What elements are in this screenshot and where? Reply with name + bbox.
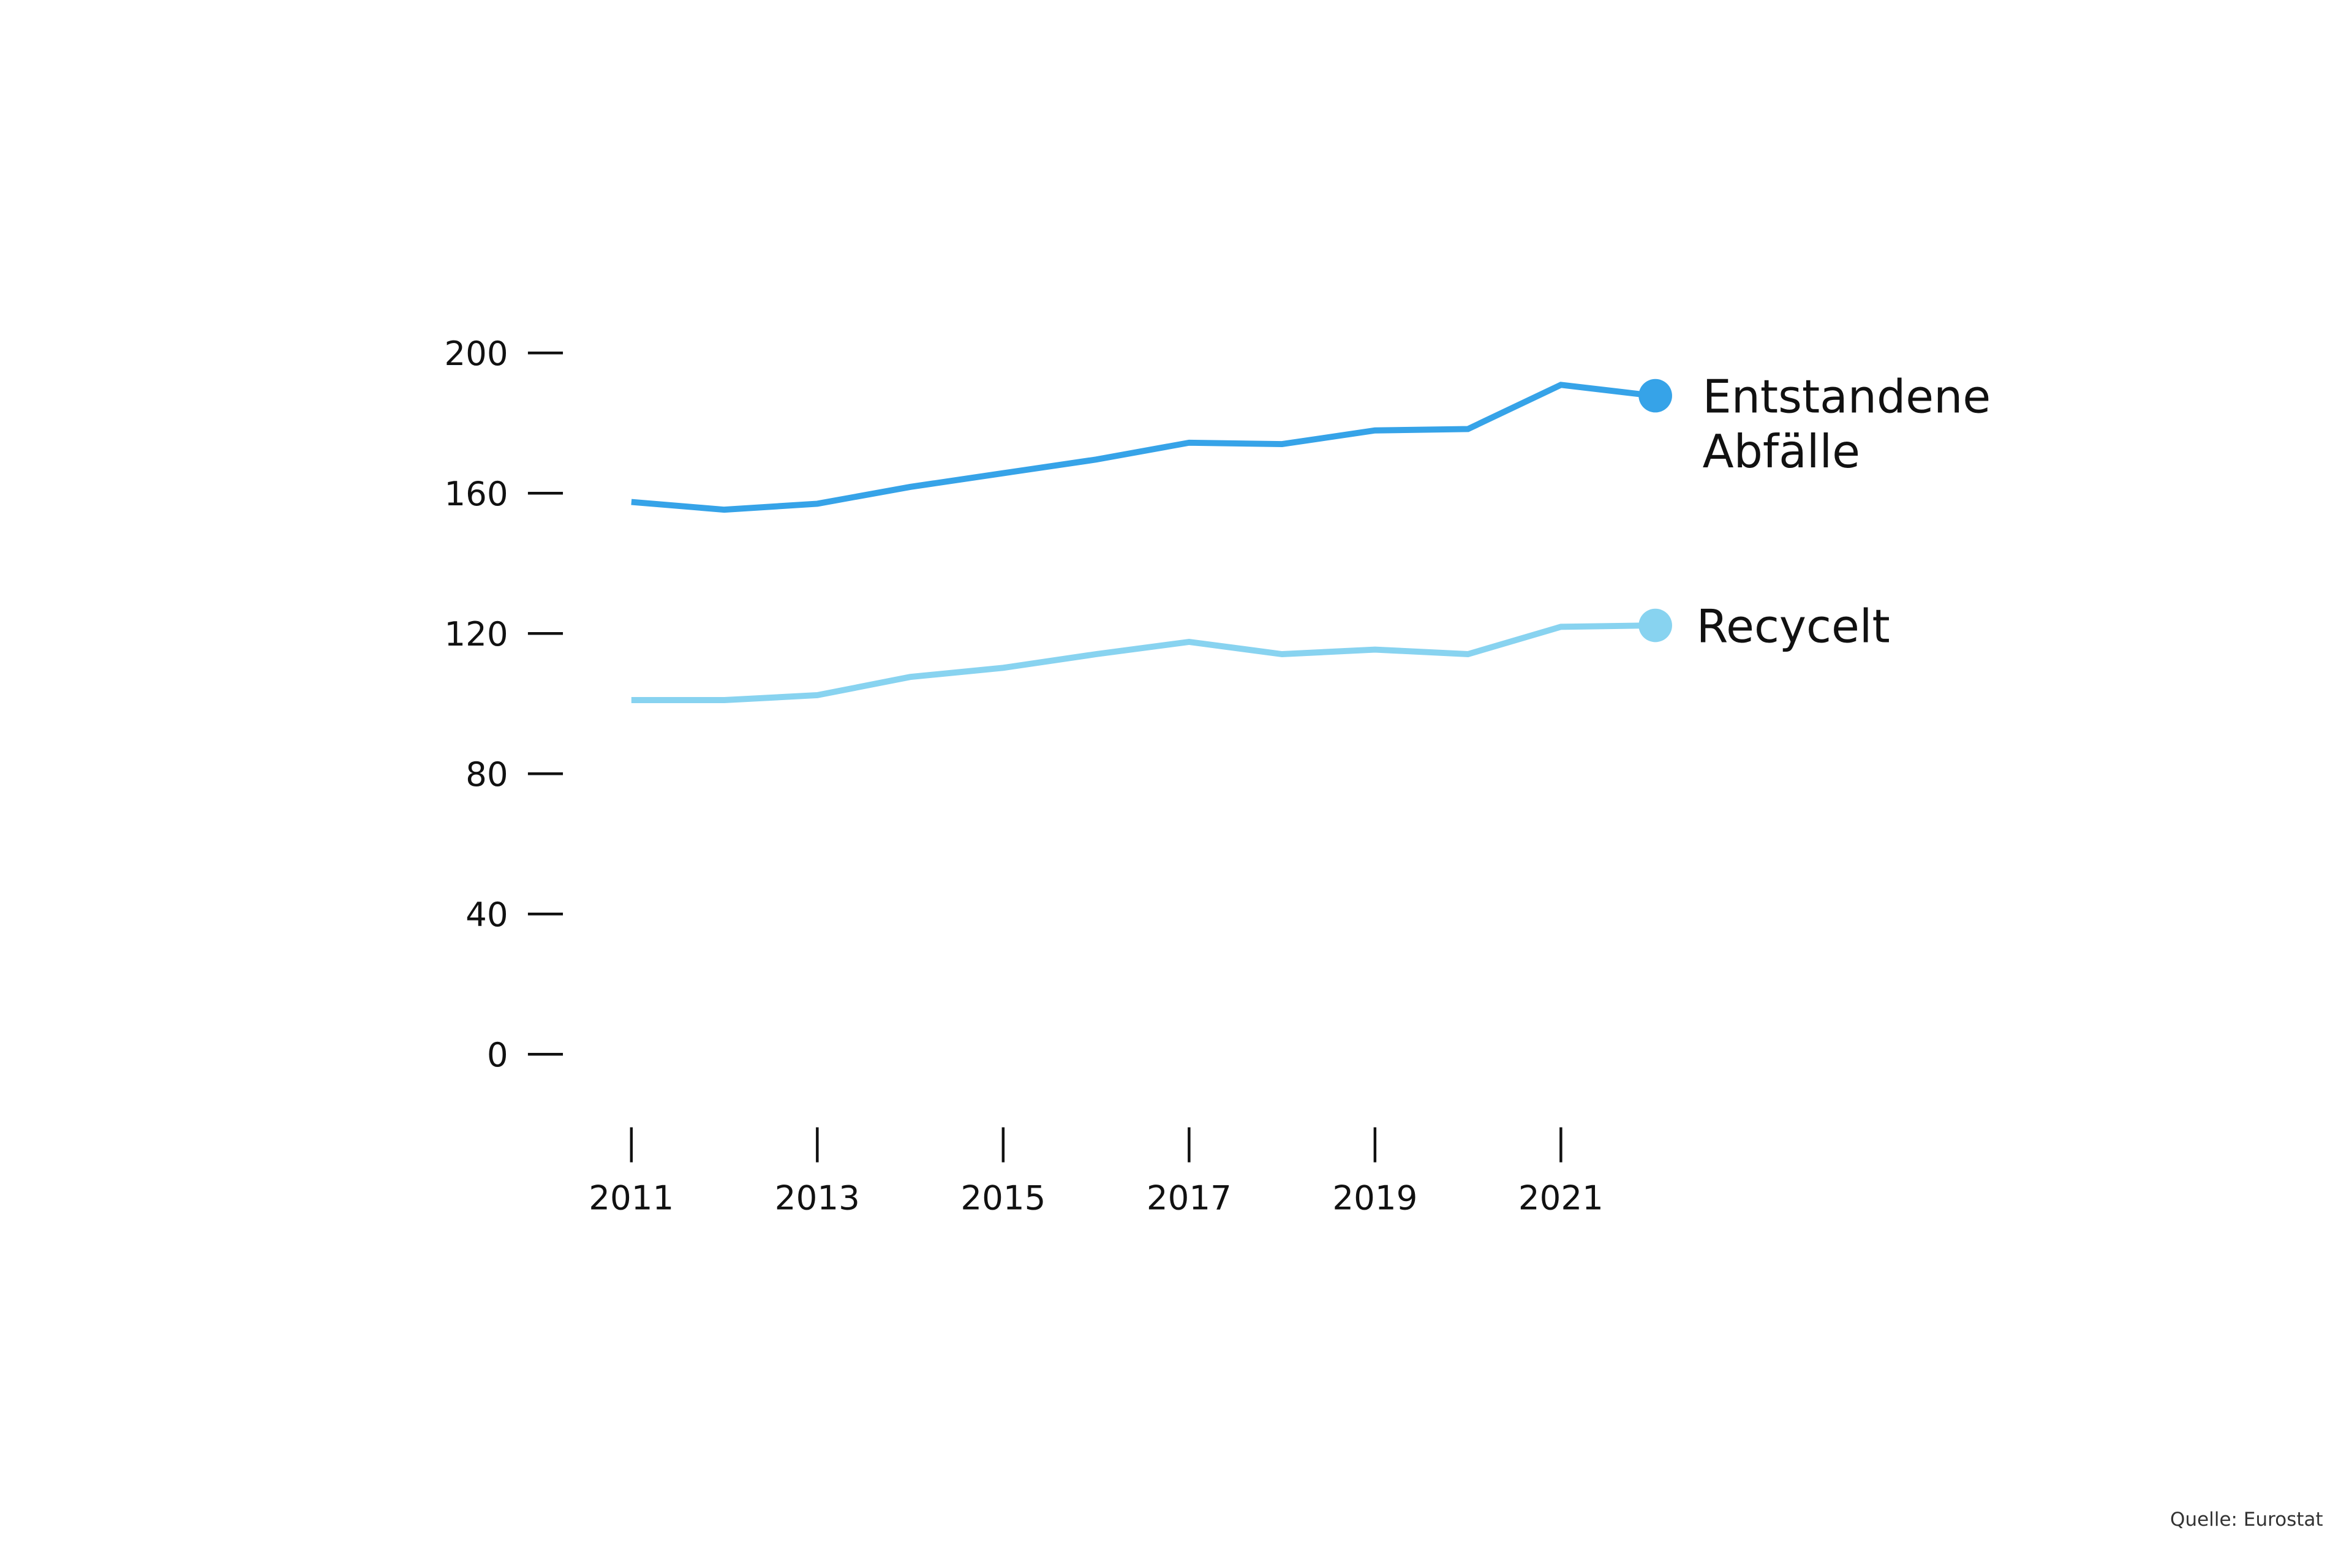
source-note: Quelle: Eurostat [2170,1509,2323,1531]
x-tick-label: 2019 [1332,1178,1417,1218]
y-tick-label: 120 [444,614,508,654]
legend-label: Entstandene [1703,370,1991,423]
legend-marker [1638,608,1672,643]
x-tick-label: 2021 [1518,1178,1604,1218]
legend-label: Abfälle [1703,425,1860,478]
series-line-0 [631,382,1654,513]
y-tick-label: 200 [444,334,508,373]
x-tick-label: 2017 [1147,1178,1232,1218]
series-group [631,382,1654,703]
y-tick-label: 80 [466,755,508,794]
y-axis: 200 160 120 80 40 0 [444,334,564,1074]
legend-marker [1638,379,1672,413]
series-line-1 [631,622,1654,703]
x-tick-label: 2011 [589,1178,674,1218]
y-tick-label: 0 [487,1035,508,1074]
y-tick-label: 40 [466,895,508,934]
legend-label: Recycelt [1697,600,1890,653]
x-tick-label: 2013 [775,1178,860,1218]
x-axis: 2011 2013 2015 2017 2019 2021 [589,1127,1604,1218]
x-tick-label: 2015 [960,1178,1046,1218]
y-tick-label: 160 [444,474,508,513]
